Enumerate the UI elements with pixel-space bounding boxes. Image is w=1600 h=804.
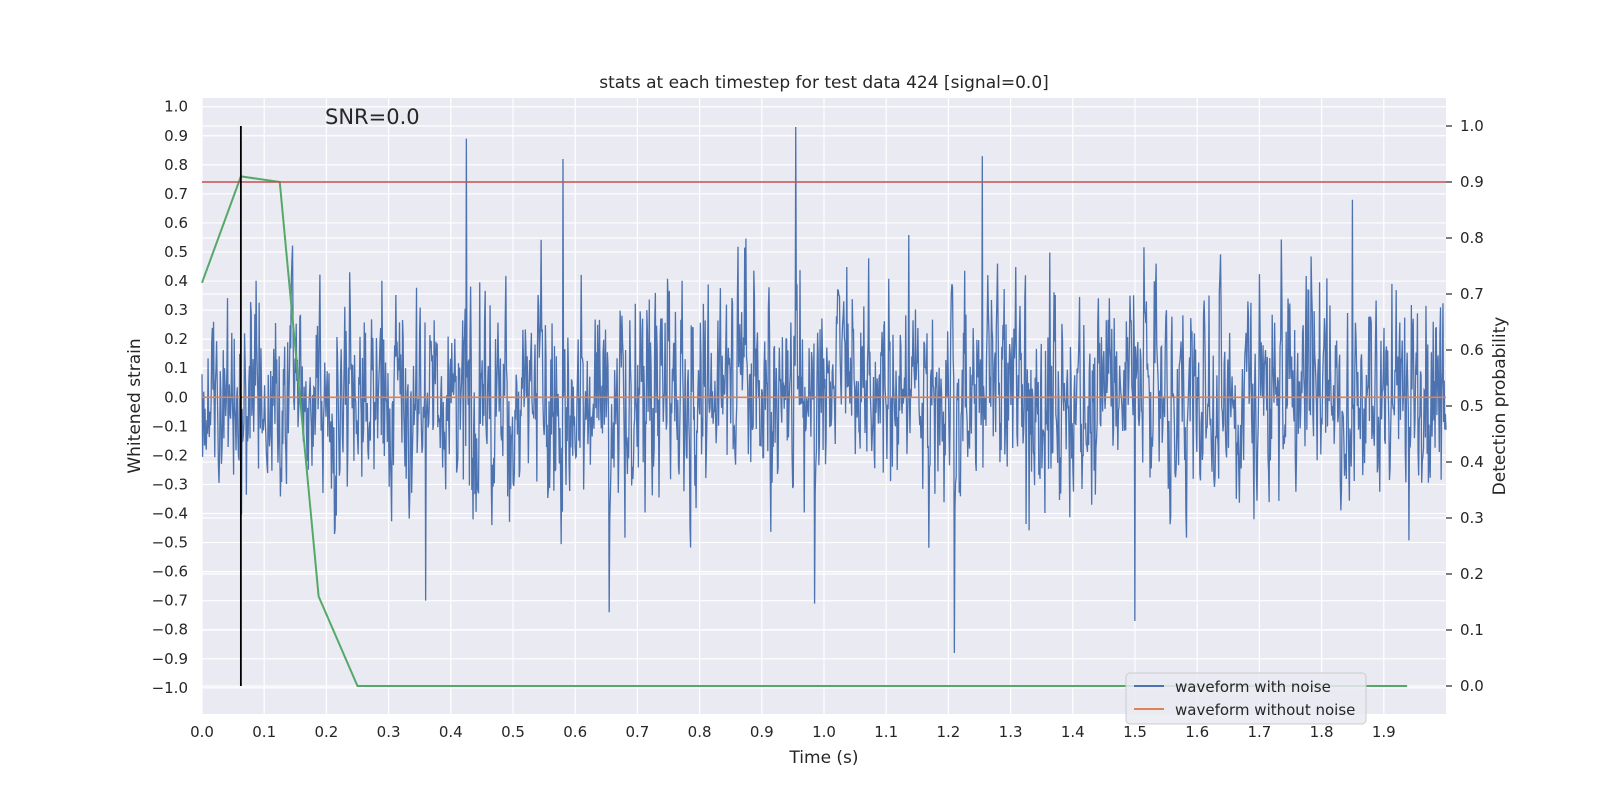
y-tick-label: 0.3 — [164, 301, 188, 319]
x-tick-label: 0.2 — [314, 723, 338, 741]
x-tick-label: 1.9 — [1372, 723, 1396, 741]
y2-axis-label: Detection probability — [1490, 317, 1510, 496]
x-tick-label: 0.1 — [252, 723, 276, 741]
x-tick-label: 0.5 — [501, 723, 525, 741]
y-axis-label: Whitened strain — [125, 338, 145, 473]
x-tick-label: 1.5 — [1123, 723, 1147, 741]
y2-tick-label: 1.0 — [1460, 117, 1484, 135]
legend-label-noise: waveform with noise — [1175, 678, 1331, 696]
x-tick-label: 1.7 — [1247, 723, 1271, 741]
x-tick-label: 1.2 — [936, 723, 960, 741]
y-tick-label: 0.9 — [164, 127, 188, 145]
y-tick-label: −0.7 — [152, 592, 188, 610]
y-tick-label: 0.4 — [164, 272, 188, 290]
y2-tick-label: 0.9 — [1460, 173, 1484, 191]
chart-title: stats at each timestep for test data 424… — [599, 73, 1049, 93]
x-tick-label: 0.8 — [688, 723, 712, 741]
legend: waveform with noise waveform without noi… — [1125, 672, 1367, 725]
x-tick-label: 1.0 — [812, 723, 836, 741]
x-axis-label: Time (s) — [788, 748, 858, 768]
y2-tick-label: 0.3 — [1460, 509, 1484, 527]
x-tick-label: 0.3 — [377, 723, 401, 741]
y2-tick-label: 0.0 — [1460, 677, 1484, 695]
x-tick-label: 0.0 — [190, 723, 214, 741]
y-tick-label: 0.5 — [164, 243, 188, 261]
y-tick-label: 0.7 — [164, 185, 188, 203]
y-tick-label: −0.6 — [152, 563, 188, 581]
plot-lines — [201, 126, 1447, 687]
y-tick-label: −0.3 — [152, 475, 188, 493]
y-tick-label: −1.0 — [152, 679, 188, 697]
axis-ticks: 0.0 0.1 0.2 0.3 0.4 0.5 0.6 0.7 0.8 0.9 1.0 1.1 1.2 1… — [152, 98, 1484, 741]
y-tick-label: −0.4 — [152, 505, 188, 523]
x-tick-label: 0.9 — [750, 723, 774, 741]
y-tick-label: −0.9 — [152, 650, 188, 668]
y-tick-label: −0.1 — [152, 417, 188, 435]
x-tick-label: 1.4 — [1061, 723, 1085, 741]
y2-tick-label: 0.8 — [1460, 229, 1484, 247]
y-tick-label: 0.6 — [164, 214, 188, 232]
x-tick-label: 1.6 — [1185, 723, 1209, 741]
y2-tick-label: 0.2 — [1460, 565, 1484, 583]
y-tick-label: −0.5 — [152, 534, 188, 552]
y-tick-label: 0.2 — [164, 330, 188, 348]
x-tick-label: 0.4 — [439, 723, 463, 741]
y-tick-label: 1.0 — [164, 98, 188, 116]
y2-tick-label: 0.6 — [1460, 341, 1484, 359]
legend-label-clean: waveform without noise — [1175, 701, 1355, 719]
legend-box — [1125, 672, 1367, 725]
snr-annotation: SNR=0.0 — [325, 105, 420, 129]
y2-tick-label: 0.1 — [1460, 621, 1484, 639]
y2-tick-label: 0.4 — [1460, 453, 1484, 471]
y-tick-label: 0.1 — [164, 359, 188, 377]
x-tick-label: 1.1 — [874, 723, 898, 741]
series-waveform-with-noise — [201, 127, 1447, 653]
x-tick-label: 1.8 — [1310, 723, 1334, 741]
y2-tick-label: 0.7 — [1460, 285, 1484, 303]
series-detection-probability — [201, 175, 1408, 687]
y-tick-label: −0.8 — [152, 621, 188, 639]
x-tick-label: 1.3 — [999, 723, 1023, 741]
x-tick-label: 0.6 — [563, 723, 587, 741]
y-tick-label: 0.0 — [164, 388, 188, 406]
y2-tick-label: 0.5 — [1460, 397, 1484, 415]
y-tick-label: 0.8 — [164, 156, 188, 174]
x-tick-label: 0.7 — [625, 723, 649, 741]
y-tick-label: −0.2 — [152, 446, 188, 464]
